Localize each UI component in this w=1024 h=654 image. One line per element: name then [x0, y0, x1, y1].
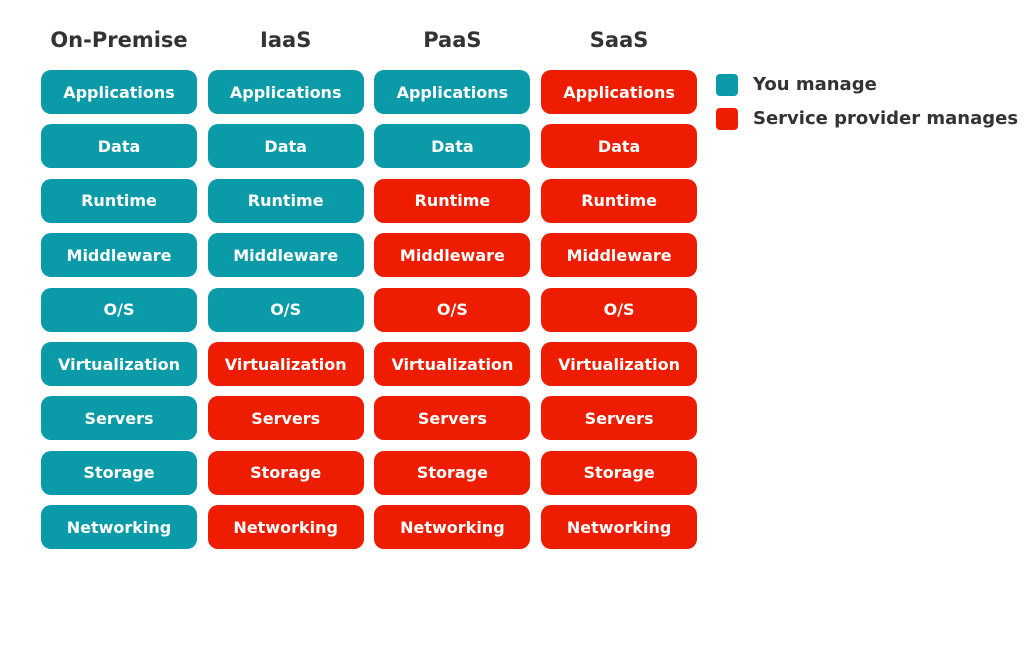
layer-cell: Virtualization — [374, 342, 531, 386]
layer-cell: Servers — [374, 396, 531, 441]
layer-cell: Storage — [541, 450, 698, 495]
layer-cell: Storage — [374, 450, 531, 495]
column-title: SaaS — [589, 28, 649, 52]
layer-cell: Virtualization — [541, 342, 698, 386]
layer-cell: Middleware — [374, 233, 531, 278]
legend-label: Service provider manages — [753, 108, 1019, 129]
layer-cell: Servers — [41, 396, 197, 441]
layer-cell: Data — [374, 124, 531, 169]
layer-cell: Data — [41, 124, 197, 169]
column-title: On-Premise — [50, 28, 188, 52]
layer-cell: O/S — [374, 287, 531, 332]
column-title: IaaS — [260, 28, 312, 52]
layer-cell: Applications — [374, 70, 531, 114]
legend-label: You manage — [753, 74, 877, 95]
layer-cell: Storage — [207, 450, 364, 495]
layer-cell: Networking — [41, 505, 197, 550]
column-title: PaaS — [423, 28, 482, 52]
layer-cell: Networking — [541, 505, 698, 550]
layer-cell: Data — [207, 124, 364, 169]
layer-cell: Servers — [541, 396, 698, 441]
layer-cell: Virtualization — [41, 342, 197, 386]
layer-cell: Applications — [41, 70, 197, 114]
layer-cell: Applications — [207, 70, 364, 114]
layer-cell: Runtime — [41, 178, 197, 223]
legend-swatch — [716, 108, 738, 130]
layer-cell: Runtime — [374, 178, 531, 223]
layer-cell: Middleware — [541, 233, 698, 278]
layer-cell: Runtime — [207, 178, 364, 223]
legend-swatch — [716, 74, 738, 96]
layer-cell: Networking — [374, 505, 531, 550]
layer-cell: Data — [541, 124, 698, 169]
layer-cell: Middleware — [41, 233, 197, 278]
layer-cell: Applications — [541, 70, 698, 114]
layer-cell: O/S — [41, 287, 197, 332]
layer-cell: Middleware — [207, 233, 364, 278]
layer-cell: O/S — [541, 287, 698, 332]
layer-cell: Virtualization — [207, 342, 364, 386]
layer-cell: Servers — [207, 396, 364, 441]
layer-cell: O/S — [207, 287, 364, 332]
layer-cell: Networking — [207, 505, 364, 550]
layer-cell: Runtime — [541, 178, 698, 223]
layer-cell: Storage — [41, 450, 197, 495]
